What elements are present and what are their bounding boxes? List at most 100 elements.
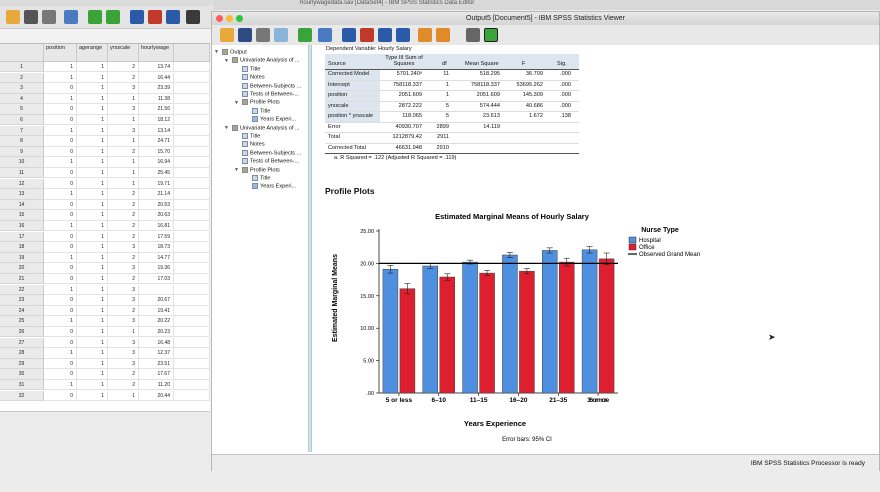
grid-cell[interactable] xyxy=(174,380,210,391)
grid-cell[interactable] xyxy=(174,83,210,94)
row-number[interactable]: 31 xyxy=(0,380,44,391)
editor-titlebar[interactable] xyxy=(0,0,214,6)
grid-cell[interactable]: 0 xyxy=(44,178,77,189)
grid-cell[interactable]: 1 xyxy=(108,327,139,338)
grid-cell[interactable]: 1 xyxy=(44,157,77,168)
grid-cell[interactable]: 3 xyxy=(108,263,139,274)
grid-cell[interactable] xyxy=(174,252,210,264)
grid-cell[interactable] xyxy=(174,263,210,274)
outline-item[interactable]: ▼ Profile Plots xyxy=(234,166,280,174)
grid-cell[interactable] xyxy=(174,358,210,370)
output-content-pane[interactable]: Dependent Variable: Hourly Salary Source… xyxy=(312,45,879,452)
row-number[interactable]: 10 xyxy=(0,157,44,168)
outline-item[interactable]: Title xyxy=(244,107,270,114)
grid-cell[interactable]: 1 xyxy=(108,93,139,105)
grid-cell[interactable]: 2 xyxy=(108,146,139,158)
grid-cell[interactable]: 2 xyxy=(108,231,139,242)
outline-item[interactable]: Title xyxy=(244,175,270,181)
grid-cell[interactable]: 2 xyxy=(108,221,139,232)
row-number[interactable]: 13 xyxy=(0,189,44,200)
viewer-titlebar[interactable]: Output5 [Document5] - IBM SPSS Statistic… xyxy=(212,12,879,26)
outline-item[interactable]: ▼ Univariate Analysis of ... xyxy=(224,57,300,64)
row-number[interactable]: 2 xyxy=(0,72,44,83)
grid-cell[interactable]: 0 xyxy=(44,242,77,253)
grid-cell[interactable]: 17.03 xyxy=(139,274,174,285)
grid-cell[interactable]: 1 xyxy=(44,284,77,295)
goto-case-icon[interactable] xyxy=(130,10,144,24)
grid-cell[interactable]: 17.59 xyxy=(139,231,174,242)
grid-cell[interactable]: 13.14 xyxy=(139,125,174,136)
row-number[interactable]: 17 xyxy=(0,231,44,242)
open-folder-icon[interactable] xyxy=(6,10,20,24)
grid-cell[interactable]: 3 xyxy=(108,358,139,370)
row-number[interactable]: 25 xyxy=(0,316,44,327)
column-header[interactable]: position xyxy=(44,44,77,62)
export-icon[interactable] xyxy=(298,28,312,42)
grid-cell[interactable] xyxy=(174,327,210,338)
grid-cell[interactable]: 1 xyxy=(77,327,108,338)
outline-item[interactable]: Title xyxy=(234,65,260,72)
grid-cell[interactable]: 21.14 xyxy=(139,189,174,200)
grid-cell[interactable]: 1 xyxy=(77,199,108,211)
grid-cell[interactable]: 1 xyxy=(77,369,108,380)
column-header[interactable]: agerange xyxy=(77,44,108,62)
grid-cell[interactable]: 2 xyxy=(108,305,139,317)
expand-toggle-icon[interactable]: ▼ xyxy=(234,167,239,174)
grid-cell[interactable]: 20.22 xyxy=(139,316,174,327)
grid-cell[interactable] xyxy=(174,125,210,136)
grid-cell[interactable]: 1 xyxy=(108,115,139,126)
grid-cell[interactable]: 1 xyxy=(77,221,108,232)
row-number[interactable]: 21 xyxy=(0,274,44,285)
show-all-icon[interactable] xyxy=(466,28,480,42)
grid-cell[interactable]: 1 xyxy=(44,380,77,391)
grid-cell[interactable]: 23.39 xyxy=(139,83,174,94)
grid-cell[interactable] xyxy=(174,390,210,401)
grid-cell[interactable]: 3 xyxy=(108,316,139,327)
goto-data-icon[interactable] xyxy=(342,28,356,42)
grid-cell[interactable]: 1 xyxy=(44,348,77,359)
grid-cell[interactable]: 2 xyxy=(108,210,139,221)
grid-cell[interactable] xyxy=(174,221,210,232)
grid-cell[interactable]: 0 xyxy=(44,274,77,285)
grid-cell[interactable]: 19.71 xyxy=(139,178,174,189)
grid-cell[interactable]: 1 xyxy=(77,252,108,264)
outline-item[interactable]: Title xyxy=(234,133,260,139)
variables-icon[interactable] xyxy=(378,28,392,42)
grid-cell[interactable] xyxy=(174,348,210,359)
grid-cell[interactable]: 1 xyxy=(77,115,108,126)
row-number[interactable]: 5 xyxy=(0,104,44,115)
grid-cell[interactable] xyxy=(174,115,210,126)
row-number[interactable]: 23 xyxy=(0,295,44,306)
grid-cell[interactable]: 24.71 xyxy=(139,136,174,147)
grid-cell[interactable]: 16.48 xyxy=(139,337,174,348)
column-header-empty[interactable] xyxy=(174,44,210,62)
grid-cell[interactable]: 20.23 xyxy=(139,327,174,338)
grid-cell[interactable] xyxy=(174,72,210,83)
outline-item[interactable]: Tests of Between-... xyxy=(234,91,299,97)
grid-cell[interactable] xyxy=(174,369,210,380)
grid-cell[interactable] xyxy=(174,146,210,158)
grid-cell[interactable]: 1 xyxy=(77,72,108,83)
grid-cell[interactable]: 0 xyxy=(44,136,77,147)
grid-cell[interactable]: 0 xyxy=(44,390,77,401)
grid-cell[interactable]: 1 xyxy=(44,252,77,264)
grid-cell[interactable] xyxy=(139,284,174,295)
grid-cell[interactable]: 3 xyxy=(108,337,139,348)
grid-cell[interactable]: 1 xyxy=(108,168,139,179)
open-folder-icon[interactable] xyxy=(220,28,234,42)
row-number[interactable]: 19 xyxy=(0,252,44,264)
row-number[interactable]: 24 xyxy=(0,305,44,317)
row-number[interactable]: 14 xyxy=(0,199,44,211)
grid-cell[interactable] xyxy=(174,157,210,168)
grid-cell[interactable]: 16.44 xyxy=(139,72,174,83)
grid-cell[interactable]: 0 xyxy=(44,210,77,221)
grid-cell[interactable]: 0 xyxy=(44,358,77,370)
grid-cell[interactable]: 1 xyxy=(77,305,108,317)
grid-cell[interactable]: 1 xyxy=(44,316,77,327)
goto-variable-icon[interactable] xyxy=(148,10,162,24)
grid-cell[interactable]: 0 xyxy=(44,295,77,306)
grid-cell[interactable]: 3 xyxy=(108,348,139,359)
outline-item[interactable]: Notes xyxy=(234,74,265,81)
minimize-window-button[interactable] xyxy=(226,15,233,22)
grid-cell[interactable]: 1 xyxy=(77,157,108,168)
